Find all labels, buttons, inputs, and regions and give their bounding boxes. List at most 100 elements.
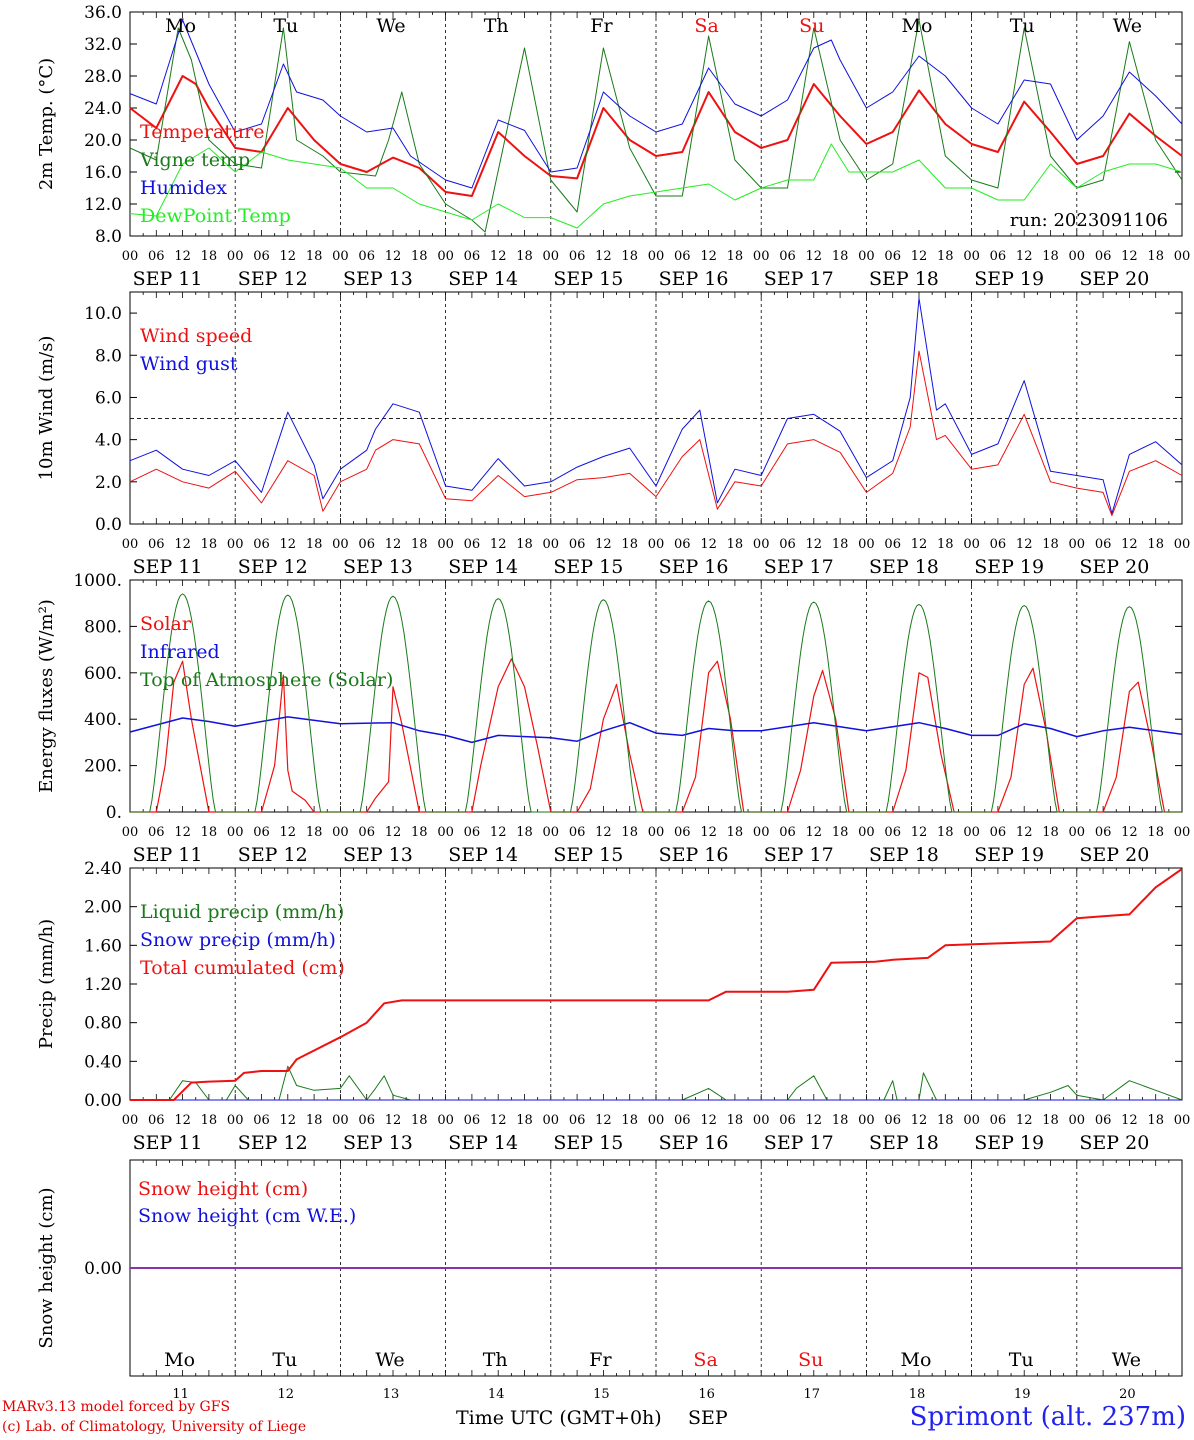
hour-label: 18 [411, 1113, 428, 1128]
date-label: SEP 11 [133, 1132, 203, 1154]
weekday-label: Mo [164, 1349, 195, 1371]
hour-label: 06 [990, 825, 1007, 840]
hour-label: 18 [937, 1113, 954, 1128]
hour-label: 12 [700, 537, 717, 552]
date-label: SEP 20 [1079, 1132, 1149, 1154]
hour-label: 06 [674, 825, 691, 840]
hour-label: 12 [1016, 1113, 1033, 1128]
hour-label: 06 [674, 249, 691, 264]
date-label: SEP 15 [553, 1132, 623, 1154]
panel-frame [129, 11, 1183, 237]
hour-label: 00 [1069, 1113, 1086, 1128]
day-number: 13 [383, 1387, 400, 1402]
hour-label: 06 [884, 537, 901, 552]
y-tick-label: 2.0 [95, 473, 122, 493]
hour-label: 12 [280, 1113, 297, 1128]
date-label: SEP 18 [869, 844, 939, 866]
hour-label: 06 [148, 537, 165, 552]
hour-label: 12 [911, 249, 928, 264]
hour-label: 18 [1042, 249, 1059, 264]
y-tick-label: 0.80 [84, 1014, 122, 1034]
series-line [129, 19, 1183, 189]
hour-label: 06 [464, 249, 481, 264]
hour-label: 18 [1042, 1113, 1059, 1128]
legend-entry: Wind speed [140, 325, 252, 347]
y-tick-label: 28.0 [84, 67, 122, 87]
day-number: 17 [804, 1387, 821, 1402]
y-tick-label: 6.0 [95, 388, 122, 408]
date-label: SEP 18 [869, 1132, 939, 1154]
hour-label: 00 [753, 537, 770, 552]
series-line [130, 868, 1183, 1101]
day-number: 15 [593, 1387, 610, 1402]
series-line [129, 350, 1183, 517]
hour-label: 00 [332, 825, 349, 840]
hour-label: 12 [806, 1113, 823, 1128]
hour-label: 18 [201, 1113, 218, 1128]
hour-label: 06 [1095, 249, 1112, 264]
date-label: SEP 13 [343, 1132, 413, 1154]
date-label: SEP 13 [343, 844, 413, 866]
hour-label: 12 [1016, 249, 1033, 264]
hour-label: 12 [806, 825, 823, 840]
hour-label: 12 [806, 249, 823, 264]
hour-label: 00 [227, 1113, 244, 1128]
weekday-label: Fr [590, 15, 613, 37]
station-title: Sprimont (alt. 237m) [909, 1402, 1186, 1432]
weekday-label: We [1112, 1349, 1141, 1371]
hour-label: 12 [174, 249, 191, 264]
hour-label: 18 [516, 249, 533, 264]
legend-entry: DewPoint Temp [140, 205, 291, 227]
hour-label: 00 [543, 249, 560, 264]
hour-label: 12 [1121, 825, 1138, 840]
y-tick-label: 8.0 [95, 227, 122, 247]
y-tick-label: 2.00 [84, 898, 122, 918]
hour-label: 12 [490, 537, 507, 552]
date-label: SEP 17 [764, 268, 834, 290]
hour-label: 12 [595, 537, 612, 552]
series-line [129, 297, 1183, 514]
hour-label: 12 [174, 537, 191, 552]
y-tick-label: 12.0 [84, 195, 122, 215]
hour-label: 12 [280, 249, 297, 264]
hour-label: 18 [516, 825, 533, 840]
hour-label: 18 [201, 537, 218, 552]
hour-label: 12 [490, 249, 507, 264]
series-line [130, 658, 1182, 813]
run-label: run: 2023091106 [1010, 210, 1168, 231]
weekday-label: Sa [694, 15, 718, 37]
hour-label: 06 [674, 1113, 691, 1128]
hour-label: 06 [253, 825, 270, 840]
hour-label: 18 [832, 537, 849, 552]
hour-label: 18 [516, 1113, 533, 1128]
hour-label: 18 [1042, 825, 1059, 840]
hour-label: 00 [122, 249, 139, 264]
date-label: SEP 15 [553, 268, 623, 290]
hour-label: 06 [464, 825, 481, 840]
hour-label: 00 [543, 825, 560, 840]
hour-label: 18 [1147, 825, 1164, 840]
hour-label: 06 [1095, 825, 1112, 840]
hour-label: 00 [963, 825, 980, 840]
y-tick-label: 0.00 [84, 1259, 122, 1279]
date-label: SEP 16 [659, 268, 729, 290]
hour-label: 00 [648, 249, 665, 264]
hour-label: 00 [858, 249, 875, 264]
hour-label: 06 [148, 1113, 165, 1128]
date-label: SEP 16 [659, 556, 729, 578]
date-label: SEP 17 [764, 844, 834, 866]
hour-label: 12 [174, 1113, 191, 1128]
hour-label: 12 [1121, 249, 1138, 264]
hour-label: 00 [963, 249, 980, 264]
weekday-label: We [375, 1349, 404, 1371]
hour-label: 12 [595, 825, 612, 840]
hour-label: 00 [543, 1113, 560, 1128]
weekday-label: Tu [273, 15, 298, 37]
hour-label: 18 [411, 249, 428, 264]
hour-label: 06 [464, 537, 481, 552]
hour-label: 00 [437, 537, 454, 552]
weekday-label: Mo [902, 15, 933, 37]
date-label: SEP 11 [133, 268, 203, 290]
hour-label: 00 [858, 825, 875, 840]
y-tick-label: 200. [84, 757, 122, 777]
